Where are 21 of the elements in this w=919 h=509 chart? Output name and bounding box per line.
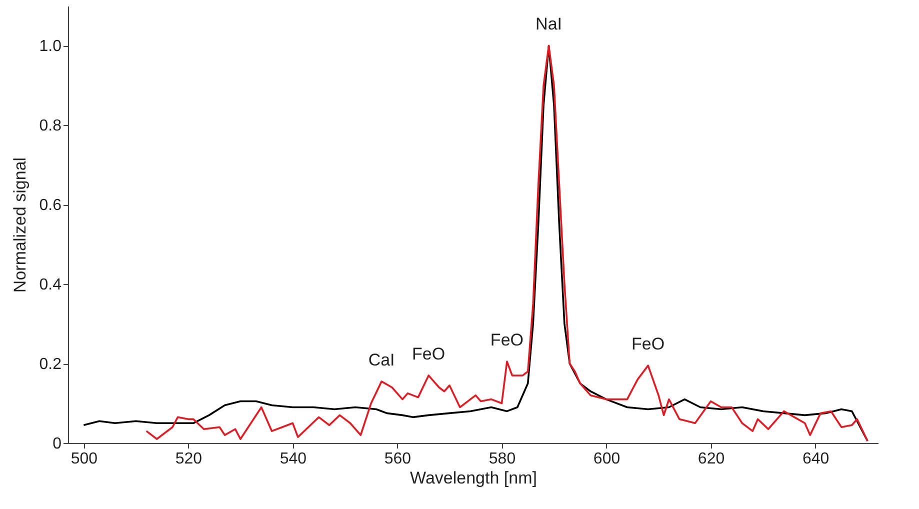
y-tick-label: 0.6 <box>39 197 62 214</box>
x-tick-label: 500 <box>70 450 98 468</box>
y-axis-title: Normalized signal <box>10 157 30 293</box>
annotation: CaI <box>368 350 395 370</box>
x-axis-title: Wavelength [nm] <box>410 468 537 488</box>
x-tick-label: 580 <box>488 450 516 468</box>
annotation: FeO <box>632 334 665 354</box>
x-tick-label: 600 <box>593 450 620 468</box>
x-tick-label: 620 <box>698 450 725 468</box>
x-tick-label: 520 <box>175 450 202 468</box>
x-tick-label: 560 <box>384 450 412 468</box>
y-tick-label: 0.4 <box>39 276 62 294</box>
annotation: FeO <box>490 330 524 350</box>
y-tick-label: 0 <box>52 436 62 452</box>
y-tick-label: 0.8 <box>39 118 62 135</box>
y-tick-label: 0.2 <box>39 356 62 374</box>
x-tick-label: 540 <box>280 450 307 468</box>
annotation: NaI <box>536 14 562 34</box>
x-tick-label: 640 <box>802 450 830 468</box>
y-tick-label: 1.0 <box>39 38 62 56</box>
annotation: FeO <box>412 344 446 364</box>
